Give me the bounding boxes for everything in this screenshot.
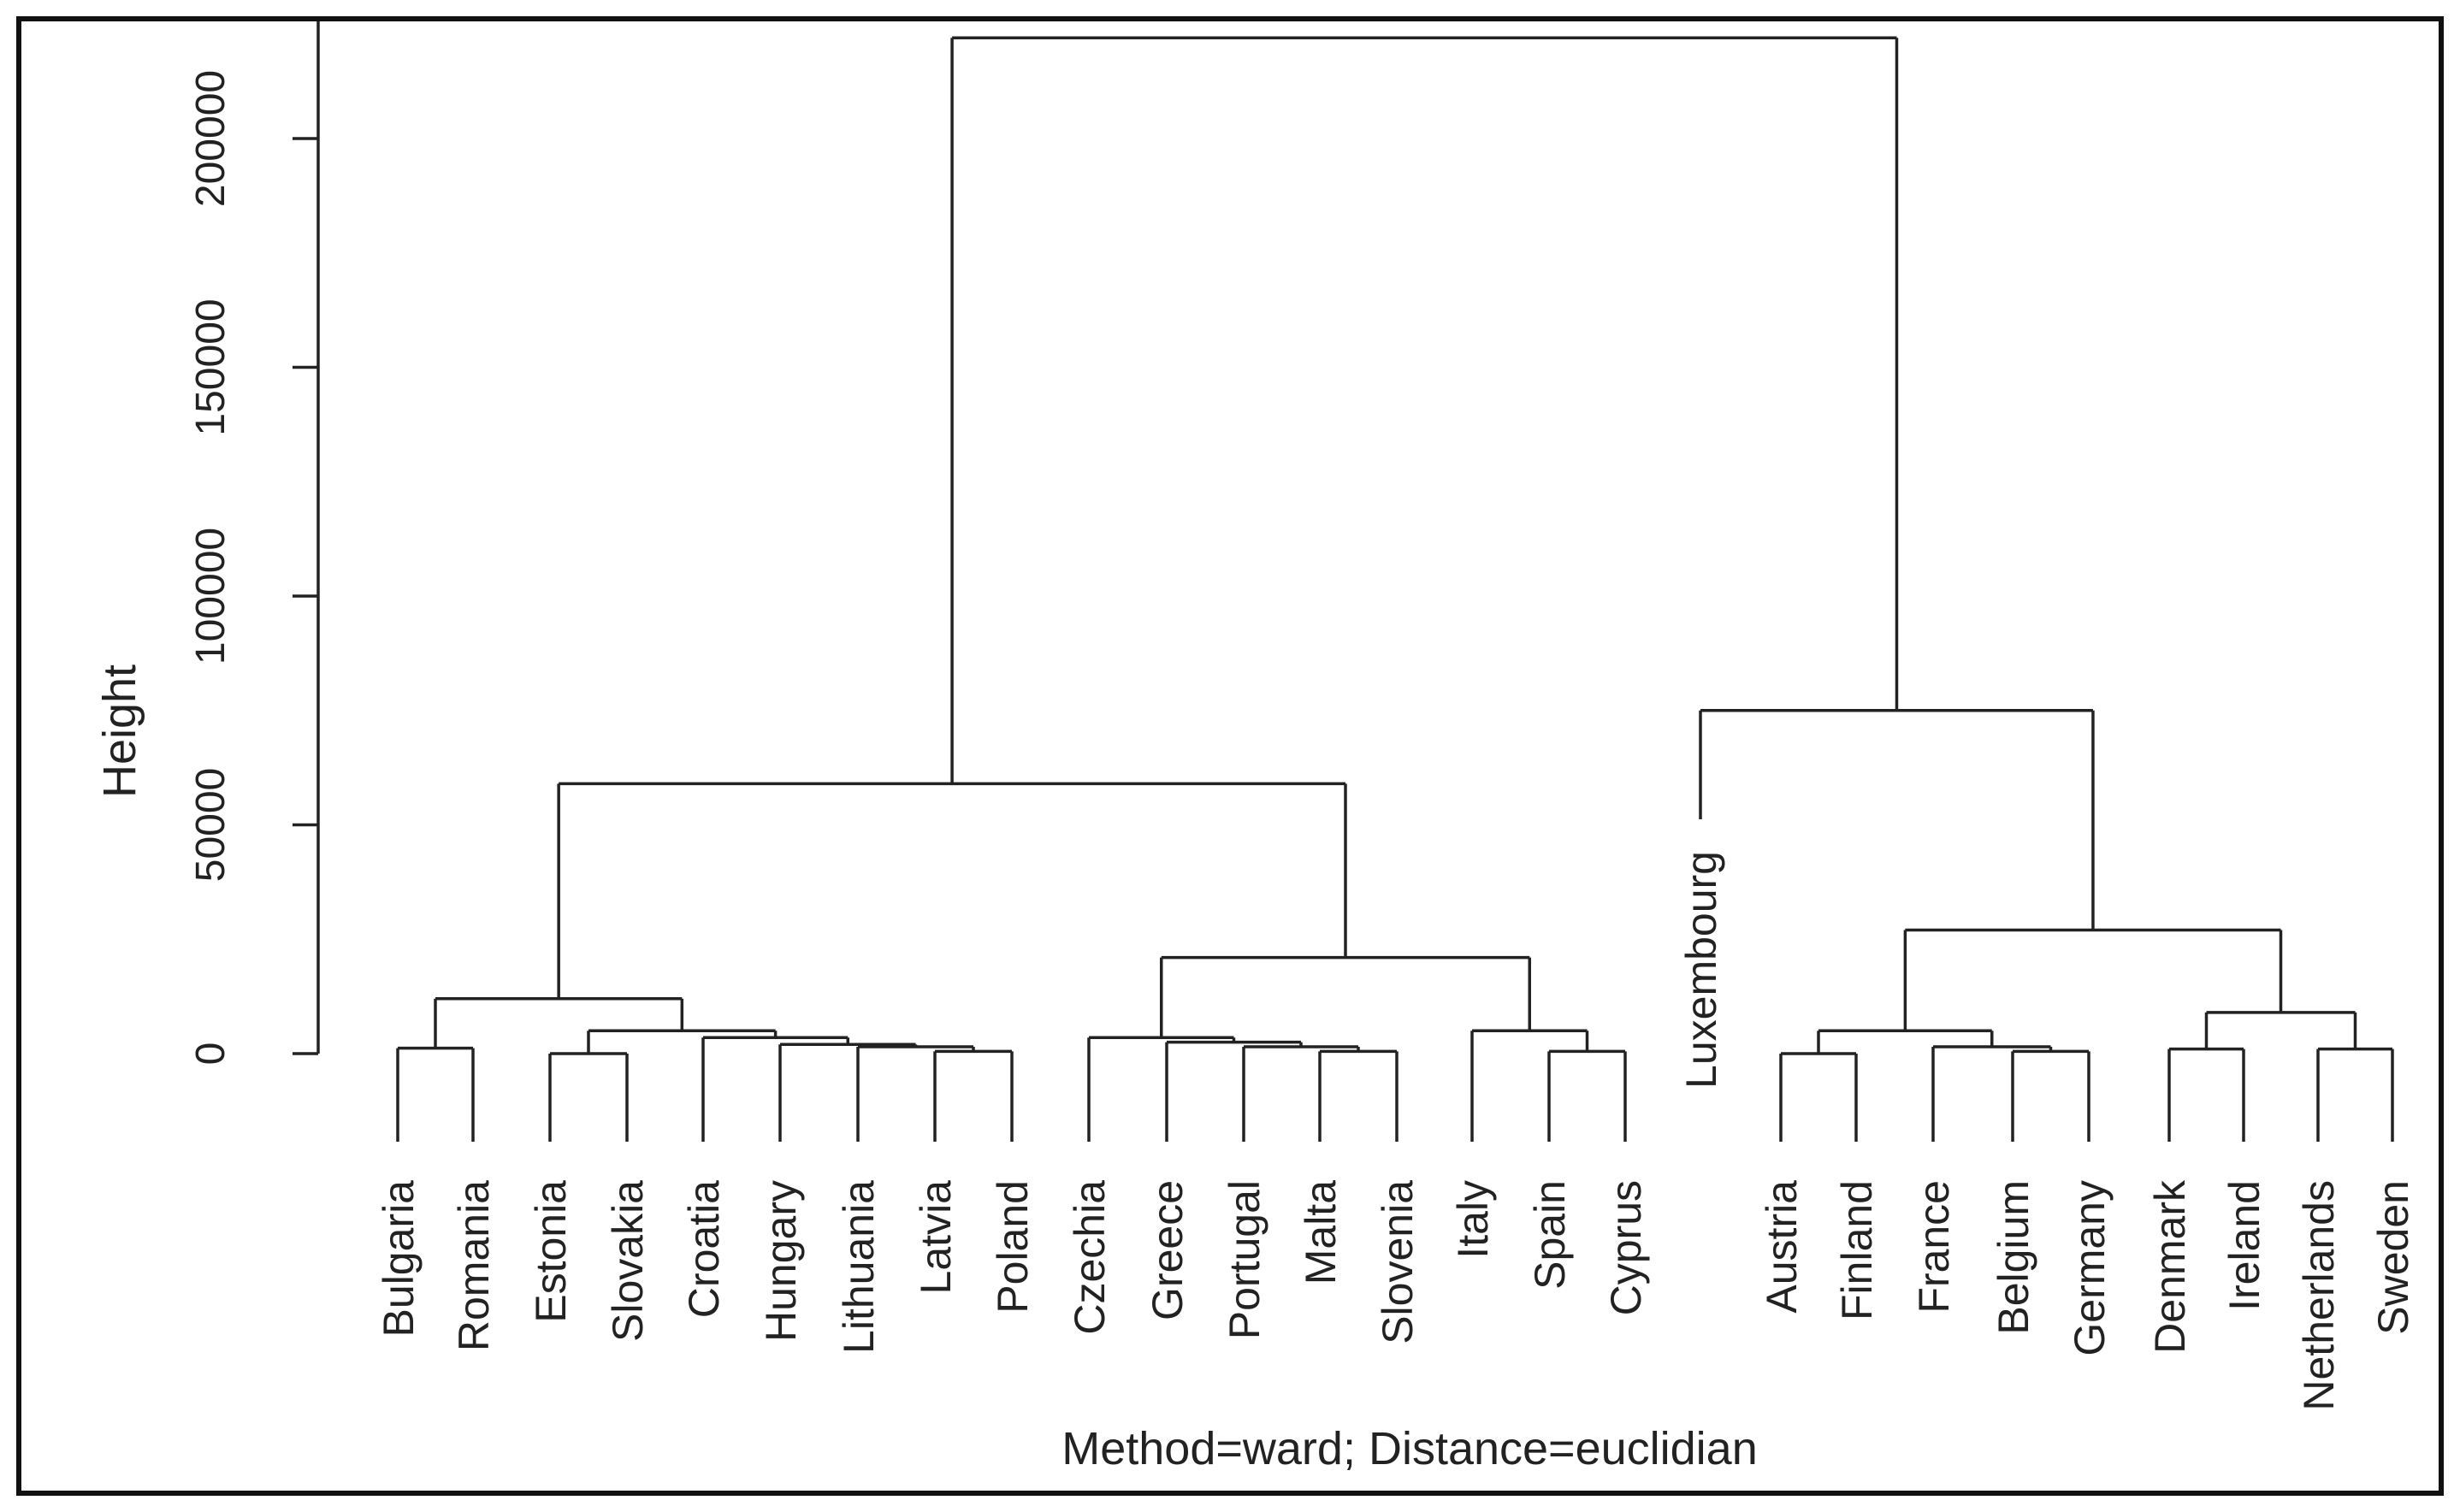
method-sublabel: Method=ward; Distance=euclidian <box>1061 1423 1757 1474</box>
leaf-label-austria: Austria <box>1758 1180 1806 1314</box>
leaf-label-portugal: Portugal <box>1221 1180 1268 1339</box>
figure-frame <box>16 16 2444 1496</box>
leaf-label-ireland: Ireland <box>2221 1180 2268 1311</box>
leaf-label-czechia: Czechia <box>1066 1180 1114 1335</box>
y-axis: 0 50000 100000 150000 200000 <box>188 21 320 1066</box>
y-axis-label: Height <box>94 664 145 798</box>
leaf-label-hungary: Hungary <box>757 1180 805 1342</box>
leaf-label-belgium: Belgium <box>1990 1180 2037 1335</box>
leaf-label-sweden: Sweden <box>2369 1180 2417 1335</box>
leaf-label-malta: Malta <box>1297 1180 1345 1285</box>
leaf-label-lithuania: Lithuania <box>835 1180 883 1354</box>
leaf-label-romania: Romania <box>450 1180 498 1351</box>
leaf-label-netherlands: Netherlands <box>2295 1180 2343 1411</box>
y-tick-label-4: 200000 <box>188 70 234 207</box>
leaf-label-germany: Germany <box>2066 1180 2114 1356</box>
dendrogram-links <box>396 36 2394 1142</box>
leaf-label-france: France <box>1910 1180 1958 1314</box>
leaf-label-greece: Greece <box>1144 1180 1192 1320</box>
leaf-label-denmark: Denmark <box>2146 1179 2194 1354</box>
leaf-label-latvia: Latvia <box>912 1180 960 1295</box>
leaf-label-croatia: Croatia <box>680 1180 728 1318</box>
leaf-label-estonia: Estonia <box>527 1180 575 1323</box>
leaf-label-finland: Finland <box>1833 1180 1881 1320</box>
leaf-label-luxembourg: Luxembourg <box>1677 851 1725 1089</box>
leaf-labels: Bulgaria Romania Estonia Slovakia Croatia Hun… <box>375 851 2417 1411</box>
leaf-label-italy: Italy <box>1449 1180 1497 1259</box>
leaf-label-cyprus: Cyprus <box>1602 1180 1650 1315</box>
y-tick-label-3: 150000 <box>188 298 234 435</box>
y-tick-label-2: 100000 <box>188 528 234 664</box>
leaf-label-slovakia: Slovakia <box>604 1180 652 1342</box>
leaf-label-poland: Poland <box>989 1180 1037 1314</box>
leaf-label-slovenia: Slovenia <box>1374 1180 1422 1344</box>
leaf-label-spain: Spain <box>1526 1180 1574 1290</box>
y-tick-label-1: 50000 <box>188 768 234 882</box>
leaf-label-bulgaria: Bulgaria <box>375 1180 423 1338</box>
y-tick-label-0: 0 <box>188 1042 234 1066</box>
